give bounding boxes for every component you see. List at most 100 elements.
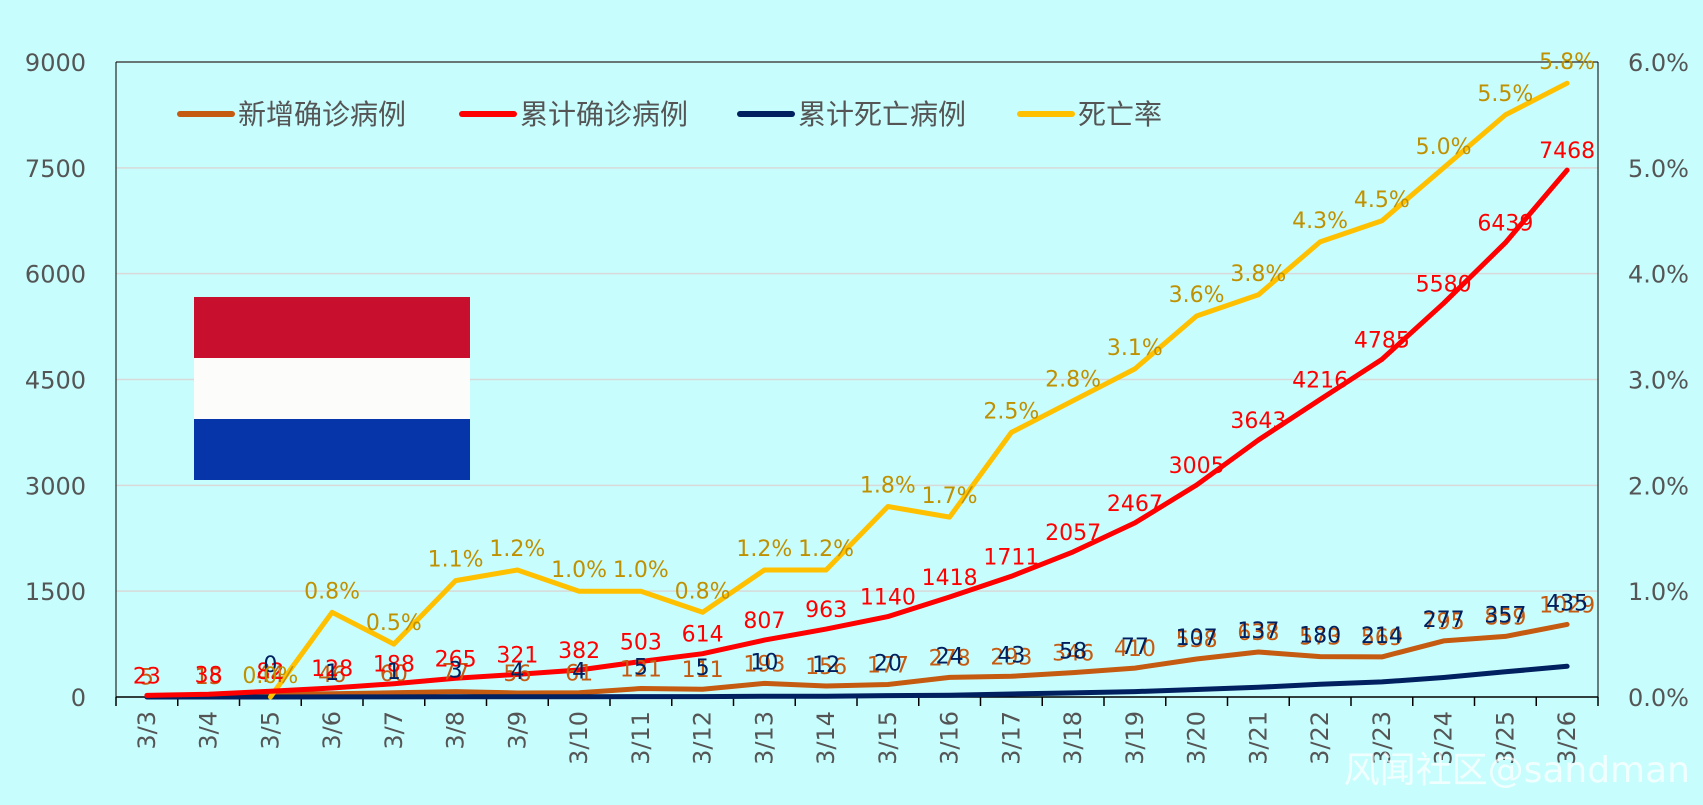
data-label: 2057 xyxy=(1045,521,1101,546)
data-label: 137 xyxy=(1237,619,1279,644)
data-label: 3 xyxy=(449,659,463,684)
data-label: 107 xyxy=(1176,626,1218,651)
flag-white-stripe xyxy=(194,358,470,419)
data-label: 807 xyxy=(743,609,785,634)
data-label: 193 xyxy=(743,652,785,677)
data-label: 573 xyxy=(1299,626,1341,651)
data-label: 4785 xyxy=(1354,328,1410,353)
x-tick-label: 3/24 xyxy=(1430,711,1458,765)
x-tick-label: 3/11 xyxy=(627,711,655,765)
data-label: 795 xyxy=(1423,610,1465,635)
left-tick-label: 1500 xyxy=(25,578,86,606)
right-tick-label: 2.0% xyxy=(1628,472,1689,500)
data-label: 46 xyxy=(318,663,346,688)
data-label: 2.5% xyxy=(983,399,1039,424)
data-label: 1.7% xyxy=(922,484,978,509)
right-axis: 0.0% 1.0% 2.0% 3.0% 4.0% 5.0% 6.0% xyxy=(1628,49,1689,712)
left-axis: 0 1500 3000 4500 6000 7500 9000 xyxy=(25,49,86,712)
left-tick-label: 7500 xyxy=(25,155,86,183)
left-tick-label: 0 xyxy=(71,684,86,712)
data-label: 1 xyxy=(387,660,401,685)
data-label: 0.5% xyxy=(366,611,422,636)
data-label: 382 xyxy=(558,639,600,664)
data-label: 121 xyxy=(620,657,662,682)
x-tick-label: 3/18 xyxy=(1059,711,1087,765)
left-tick-label: 3000 xyxy=(25,472,86,500)
x-tick-label: 3/4 xyxy=(195,711,223,750)
data-label: 43 xyxy=(997,643,1025,668)
x-tick-label: 3/13 xyxy=(750,711,778,765)
x-tick-label: 3/7 xyxy=(380,711,408,750)
x-axis: 3/3 3/4 3/5 3/6 3/7 3/8 3/9 3/10 3/11 3/12 3/13 3/1… xyxy=(115,696,1599,765)
data-label: 4216 xyxy=(1292,369,1348,394)
data-label: 82 xyxy=(256,660,284,685)
data-label: 5 xyxy=(634,655,648,680)
data-label: 3.6% xyxy=(1169,283,1225,308)
x-tick-label: 3/10 xyxy=(565,711,593,765)
left-tick-label: 4500 xyxy=(25,367,86,395)
data-label: 1.2% xyxy=(736,537,792,562)
data-label: 1.2% xyxy=(489,537,545,562)
right-tick-label: 3.0% xyxy=(1628,367,1689,395)
data-label: 180 xyxy=(1299,624,1341,649)
data-label: 44 xyxy=(256,663,284,688)
x-tick-label: 3/9 xyxy=(503,711,531,750)
data-label: 538 xyxy=(1176,628,1218,653)
x-tick-label: 3/26 xyxy=(1553,711,1581,765)
data-label: 2467 xyxy=(1107,492,1163,517)
legend-label: 累计死亡病例 xyxy=(798,98,966,131)
data-label: 3.1% xyxy=(1107,336,1163,361)
series-line xyxy=(267,80,1570,700)
data-label: 60 xyxy=(380,662,408,687)
data-label: 0.8% xyxy=(675,579,731,604)
watermark: 风闻社区@sandman xyxy=(1344,750,1690,791)
right-tick-label: 6.0% xyxy=(1628,49,1689,77)
x-tick-label: 3/22 xyxy=(1306,711,1334,765)
x-tick-label: 3/19 xyxy=(1121,711,1149,765)
x-tick-label: 3/23 xyxy=(1368,711,1396,765)
data-labels: 5 15 44 46 60 77 56 61 121 111 193 156 177 278 293 346 4… xyxy=(133,50,1595,690)
flag-red-stripe xyxy=(194,297,470,358)
legend-label: 死亡率 xyxy=(1078,98,1162,131)
data-label: 435 xyxy=(1546,591,1588,616)
series-lines xyxy=(144,80,1570,700)
data-label: 5580 xyxy=(1416,272,1472,297)
x-tick-label: 3/6 xyxy=(318,711,346,750)
data-label: 77 xyxy=(1121,635,1149,660)
right-tick-label: 4.0% xyxy=(1628,261,1689,289)
data-label: 1029 xyxy=(1539,593,1595,618)
data-label: 23 xyxy=(133,664,161,689)
data-label: 10 xyxy=(750,650,778,675)
data-label: 614 xyxy=(682,623,724,648)
data-label: 177 xyxy=(867,654,909,679)
data-label: 321 xyxy=(496,643,538,668)
data-label: 2.8% xyxy=(1045,368,1101,393)
data-label: 38 xyxy=(195,663,223,688)
data-label: 4.3% xyxy=(1292,209,1348,234)
data-label: 3.8% xyxy=(1230,262,1286,287)
data-label: 5 xyxy=(696,656,710,681)
data-label: 859 xyxy=(1484,605,1526,630)
data-label: 1.1% xyxy=(428,548,484,573)
left-tick-label: 6000 xyxy=(25,261,86,289)
data-label: 5.8% xyxy=(1539,50,1595,75)
right-tick-label: 0.0% xyxy=(1628,684,1689,712)
data-label: 357 xyxy=(1484,603,1526,628)
series-line xyxy=(144,167,1570,698)
x-tick-label: 3/12 xyxy=(689,711,717,765)
data-label: 265 xyxy=(435,647,477,672)
netherlands-flag xyxy=(194,297,470,480)
data-label: 1 xyxy=(325,661,339,686)
data-label: 1.0% xyxy=(613,558,669,583)
data-label: 20 xyxy=(874,652,902,677)
data-label: 0 xyxy=(263,653,277,678)
left-tick-label: 9000 xyxy=(25,49,86,77)
data-label: 214 xyxy=(1361,624,1403,649)
data-label: 0.0% xyxy=(242,664,298,689)
data-label: 77 xyxy=(442,661,470,686)
x-tick-label: 3/17 xyxy=(997,711,1025,765)
data-label: 963 xyxy=(805,598,847,623)
data-label: 3643 xyxy=(1230,409,1286,434)
data-label: 6439 xyxy=(1477,212,1533,237)
